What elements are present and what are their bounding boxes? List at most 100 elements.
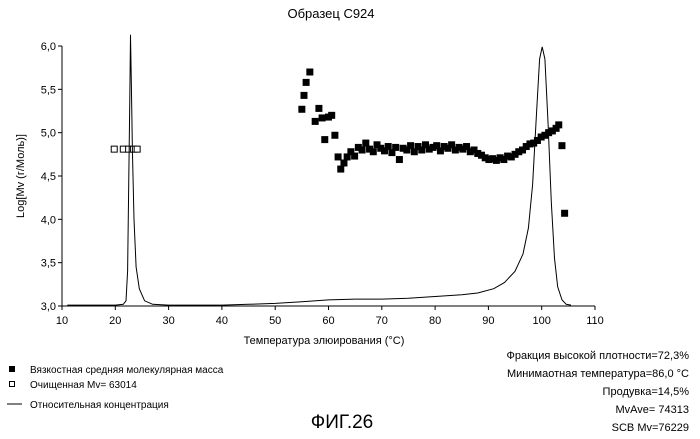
legend-entry-concentration: Относительная концентрация: [30, 400, 169, 411]
viscosity-point: [459, 145, 467, 153]
viscosity-point: [318, 114, 326, 122]
viscosity-point: [519, 146, 527, 154]
viscosity-point: [380, 147, 388, 155]
legend: Вязкостная средняя молекулярная масса Оч…: [7, 365, 224, 411]
viscosity-point: [500, 156, 508, 164]
y-tick-label: 3,5: [41, 258, 56, 270]
stats-block: Фракция высокой плотности=72,3% Минимаот…: [506, 350, 689, 434]
viscosity-point: [504, 152, 512, 160]
viscosity-point: [561, 209, 569, 217]
viscosity-point: [429, 143, 437, 151]
y-tick-label: 3,0: [41, 301, 56, 313]
purified-point: [133, 145, 141, 153]
viscosity-point: [362, 139, 370, 147]
viscosity-point: [414, 143, 422, 151]
y-tick-label: 6,0: [41, 41, 56, 53]
viscosity-point: [515, 148, 523, 156]
viscosity-point: [530, 139, 538, 147]
viscosity-point: [463, 143, 471, 151]
viscosity-point: [311, 117, 319, 125]
viscosity-point: [388, 149, 396, 157]
viscosity-point: [537, 133, 545, 141]
x-ticks: 10 20 30 40 50 60 70 80 90 100 110: [56, 306, 604, 327]
viscosity-point: [425, 145, 433, 153]
x-tick-label: 30: [162, 315, 174, 327]
viscosity-point: [418, 146, 426, 154]
y-tick-label: 4,0: [41, 214, 56, 226]
x-tick-label: 10: [56, 315, 68, 327]
viscosity-point: [526, 140, 534, 148]
figure-label: ФИГ.26: [311, 412, 373, 433]
viscosity-point: [384, 143, 392, 151]
y-tick-label: 5,5: [41, 84, 56, 96]
viscosity-point: [433, 142, 441, 150]
y-ticks: 3,0 3,5 4,0 4,5 5,0 5,5 6,0: [41, 41, 62, 313]
viscosity-point: [448, 141, 456, 149]
viscosity-point: [422, 141, 430, 149]
viscosity-point: [410, 148, 418, 156]
viscosity-point: [466, 148, 474, 156]
y-tick-label: 4,5: [41, 171, 56, 183]
x-tick-label: 70: [376, 315, 388, 327]
x-tick-label: 90: [482, 315, 494, 327]
viscosity-point: [511, 150, 519, 158]
viscosity-point: [347, 148, 355, 156]
stat-mv-ave: MvAve= 74313: [616, 404, 690, 416]
viscosity-point: [306, 68, 314, 76]
y-axis-title: Log[Mv (г/Моль)]: [15, 134, 27, 218]
viscosity-point: [298, 105, 306, 113]
viscosity-point: [558, 142, 566, 150]
viscosity-point: [455, 143, 463, 151]
viscosity-point: [470, 146, 478, 154]
viscosity-point: [496, 154, 504, 162]
x-tick-label: 60: [322, 315, 334, 327]
viscosity-point: [541, 131, 549, 139]
viscosity-point: [407, 142, 415, 150]
x-axis-title: Температура элюирования (°C): [244, 335, 405, 347]
viscosity-point: [354, 143, 362, 151]
viscosity-point: [334, 153, 342, 161]
viscosity-point: [366, 145, 374, 153]
x-tick-label: 100: [533, 315, 551, 327]
viscosity-point: [343, 153, 351, 161]
viscosity-point: [351, 152, 359, 160]
viscosity-point: [331, 131, 339, 139]
viscosity-point: [436, 147, 444, 155]
viscosity-point: [340, 159, 348, 167]
viscosity-point: [302, 78, 310, 86]
viscosity-point: [444, 144, 452, 152]
x-tick-label: 50: [269, 315, 281, 327]
viscosity-point: [337, 165, 345, 173]
viscosity-point: [489, 155, 497, 163]
viscosity-point: [507, 153, 515, 161]
viscosity-point: [373, 141, 381, 149]
legend-entry-viscosity: Вязкостная средняя молекулярная масса: [30, 365, 224, 376]
legend-entry-purified: Очищенная Mv= 63014: [30, 380, 137, 391]
legend-marker-filled-square: [9, 366, 15, 372]
series-layer: [67, 34, 572, 306]
plot-area: [61, 46, 595, 307]
viscosity-point: [522, 143, 530, 151]
stat-scb-mv: SCB Mv=76229: [612, 422, 689, 434]
viscosity-point: [440, 143, 448, 151]
y-tick-label: 5,0: [41, 128, 56, 140]
viscosity-point: [451, 146, 459, 154]
viscosity-point: [392, 143, 400, 151]
legend-marker-open-square: [9, 381, 15, 387]
viscosity-point: [492, 156, 500, 164]
viscosity-point: [481, 154, 489, 162]
chart-title: Образец С924: [287, 6, 374, 21]
x-tick-label: 110: [586, 315, 604, 327]
stat-purge: Продувка=14,5%: [603, 386, 690, 398]
viscosity-point: [485, 156, 493, 164]
viscosity-point: [403, 146, 411, 154]
viscosity-point: [377, 144, 385, 152]
viscosity-point: [555, 121, 563, 129]
viscosity-point: [328, 111, 336, 119]
viscosity-point: [315, 104, 323, 112]
viscosity-point: [395, 156, 403, 164]
viscosity-point: [474, 149, 482, 157]
x-tick-label: 80: [429, 315, 441, 327]
viscosity-point: [548, 127, 556, 135]
